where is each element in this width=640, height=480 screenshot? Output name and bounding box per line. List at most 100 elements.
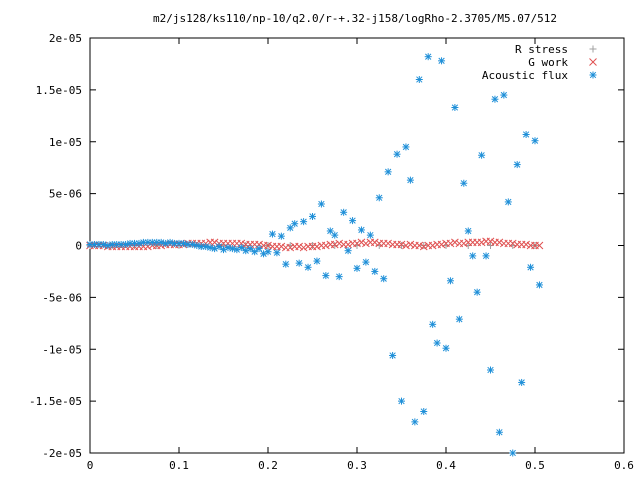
data-point xyxy=(522,240,530,249)
data-point xyxy=(504,198,512,206)
data-point xyxy=(393,150,401,158)
data-point xyxy=(446,239,455,248)
y-tick-label: 5e-06 xyxy=(49,188,82,201)
legend-label: G work xyxy=(528,56,568,69)
y-tick-label: 1.5e-05 xyxy=(36,84,82,97)
data-point xyxy=(370,238,379,247)
x-tick-label: 0 xyxy=(87,459,94,472)
legend-label: R stress xyxy=(515,43,568,56)
data-point xyxy=(349,217,357,225)
y-tick-label: 2e-05 xyxy=(49,32,82,45)
y-tick-label: -5e-06 xyxy=(42,291,82,304)
data-point xyxy=(273,249,281,257)
data-point xyxy=(304,263,312,271)
data-point xyxy=(459,239,468,248)
data-point xyxy=(330,240,339,249)
data-point xyxy=(331,231,339,239)
data-point xyxy=(477,238,486,247)
data-point xyxy=(295,259,303,267)
data-point xyxy=(384,239,393,248)
y-tick-label: -2e-05 xyxy=(42,447,82,460)
data-point xyxy=(282,260,290,268)
data-point xyxy=(433,339,441,347)
data-point xyxy=(291,220,299,228)
data-point xyxy=(251,248,259,256)
data-point xyxy=(380,275,388,283)
data-point xyxy=(371,267,379,275)
data-point xyxy=(527,263,535,271)
data-point xyxy=(420,408,428,415)
data-point xyxy=(437,240,446,249)
data-point xyxy=(442,344,450,352)
y-tick-label: -1.5e-05 xyxy=(29,395,82,408)
data-point xyxy=(482,252,490,260)
y-tick-label: 0 xyxy=(75,240,82,253)
series-layer xyxy=(86,53,544,457)
data-point xyxy=(335,273,343,281)
data-point xyxy=(473,288,481,296)
y-axis: -2e-05 -1.5e-05 -1e-05 -5e-06 0 5e-06 1e-05 1.5… xyxy=(29,32,624,460)
data-point xyxy=(317,200,325,208)
data-point xyxy=(509,449,517,457)
data-point xyxy=(438,57,446,65)
data-point xyxy=(487,366,494,374)
data-point xyxy=(522,130,530,138)
data-point xyxy=(419,242,428,251)
data-point xyxy=(535,241,544,250)
data-point xyxy=(478,151,486,159)
data-point xyxy=(406,176,414,184)
data-point xyxy=(353,239,361,248)
data-point xyxy=(375,194,383,202)
data-point xyxy=(153,238,161,246)
data-point xyxy=(340,208,348,216)
data-point xyxy=(362,258,370,266)
data-point xyxy=(300,218,308,226)
legend-marker xyxy=(589,45,597,53)
data-point xyxy=(246,245,254,253)
data-point xyxy=(495,428,503,436)
data-point xyxy=(255,245,263,253)
data-point xyxy=(486,237,495,246)
data-point xyxy=(313,257,321,265)
data-point xyxy=(264,241,272,250)
data-point xyxy=(411,418,419,426)
data-point xyxy=(321,241,330,250)
data-point xyxy=(429,320,437,328)
legend-marker xyxy=(589,58,597,66)
data-point xyxy=(451,104,459,112)
data-point xyxy=(357,238,366,247)
data-point xyxy=(397,240,406,249)
data-point xyxy=(508,239,517,248)
data-point xyxy=(237,244,245,252)
data-point xyxy=(464,227,472,235)
data-point xyxy=(322,272,330,280)
data-point xyxy=(215,243,223,251)
data-point xyxy=(357,226,365,234)
data-point xyxy=(90,240,98,248)
x-tick-label: 0.2 xyxy=(258,459,278,472)
data-point xyxy=(518,378,526,386)
data-point xyxy=(420,242,428,249)
y-tick-label: -1e-05 xyxy=(42,343,82,356)
x-tick-label: 0.3 xyxy=(347,459,367,472)
legend-label: Acoustic flux xyxy=(482,69,568,82)
data-point xyxy=(277,242,286,251)
x-tick-label: 0.1 xyxy=(169,459,189,472)
data-point xyxy=(446,277,454,285)
data-point xyxy=(406,240,415,249)
data-point xyxy=(513,161,521,169)
data-point xyxy=(286,243,295,252)
x-tick-label: 0.5 xyxy=(525,459,545,472)
data-point xyxy=(535,281,543,289)
data-point xyxy=(531,137,539,145)
chart-title: m2/js128/ks110/np-10/q2.0/r-+.32-j158/lo… xyxy=(153,12,557,25)
x-tick-label: 0.6 xyxy=(614,459,634,472)
data-point xyxy=(428,241,437,250)
data-point xyxy=(424,53,432,61)
data-point xyxy=(313,242,321,251)
data-point xyxy=(335,239,344,248)
data-point xyxy=(455,315,463,323)
